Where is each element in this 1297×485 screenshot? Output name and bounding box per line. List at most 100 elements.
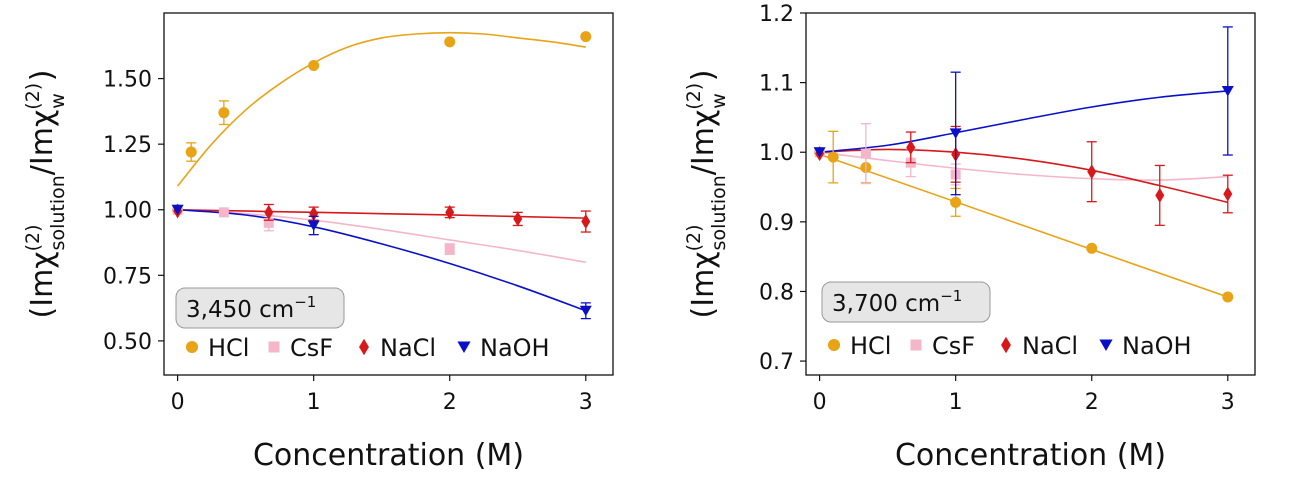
series-naoh [813, 26, 1234, 196]
annotation-main: 3,450 cm [186, 297, 294, 323]
legend-marker-hcl [827, 338, 841, 352]
data-point-csf [444, 244, 455, 255]
data-point-hcl [185, 146, 197, 158]
y-tick-label: 0.8 [759, 280, 794, 305]
y-tick-label: 0.9 [759, 211, 794, 236]
legend-marker-hcl [185, 340, 199, 354]
legend-label-nacl: NaCl [1022, 332, 1078, 360]
plot-frame [805, 12, 1256, 376]
x-tick-label: 3 [579, 390, 593, 415]
annotation-text: 3,700 cm−1 [832, 287, 962, 317]
legend-marker-csf [268, 341, 280, 353]
data-point-nacl [445, 204, 455, 220]
y-tick-label: 0.50 [103, 330, 152, 355]
data-point-hcl [308, 59, 320, 71]
data-point-nacl [581, 214, 591, 230]
legend-label-csf: CsF [932, 332, 975, 360]
data-point-naoh [307, 220, 320, 231]
data-point-nacl [1155, 187, 1165, 203]
annotation-box [821, 281, 991, 323]
fit-line-hcl [819, 153, 1229, 298]
x-tick-label: 2 [1085, 390, 1099, 415]
y-label-part: ) [686, 70, 721, 82]
annotation-sup: −1 [940, 287, 962, 305]
y-label-sup: (2) [22, 83, 44, 110]
data-point-hcl [444, 36, 456, 48]
y-label-sub: solution [47, 175, 69, 250]
fit-line-hcl [176, 31, 586, 187]
legend-marker-naoh [1099, 339, 1113, 352]
y-label-sub: w [708, 93, 730, 109]
y-tick-label: 1.1 [759, 72, 794, 97]
annotation-sup: −1 [294, 293, 316, 311]
y-label-part: /Imχ [686, 110, 721, 176]
x-tick-label: 2 [443, 390, 457, 415]
chart-panel-1: 0 1 2 3 0.50 0.75 1.00 1.25 1.50 Concentration (M… [22, 12, 614, 473]
x-axis-label: Concentration (M) [253, 438, 524, 473]
fit-line-nacl [177, 208, 586, 219]
y-axis-label: (Imχ(2) solution/Imχ(2) w) [683, 70, 730, 319]
data-point-nacl [309, 206, 319, 222]
y-label-part: ) [25, 70, 60, 82]
series-hcl [814, 130, 1234, 303]
legend-marker-nacl [1001, 336, 1011, 354]
data-point-hcl [827, 151, 839, 163]
x-tick-label: 0 [813, 390, 827, 415]
x-tick-label: 1 [949, 390, 963, 415]
data-point-nacl [1087, 164, 1097, 180]
x-axis-label: Concentration (M) [895, 438, 1166, 473]
legend-label-naoh: NaOH [1122, 332, 1192, 360]
data-point-hcl [218, 107, 230, 119]
y-label-sup: (2) [22, 224, 44, 251]
data-point-naoh [949, 128, 962, 139]
legend-label-nacl: NaCl [380, 334, 436, 362]
y-label-sub: w [47, 93, 69, 109]
wavenumber-annotation: 3,700 cm−1 [821, 281, 991, 323]
y-label-sup: (2) [683, 83, 705, 110]
fit-line-naoh [819, 90, 1228, 154]
y-label-part: (Imχ [686, 251, 721, 318]
data-point-csf [263, 217, 274, 228]
legend-marker-csf [910, 339, 922, 351]
annotation-box [175, 287, 345, 329]
y-label-part: (Imχ [25, 251, 60, 318]
data-point-hcl [580, 31, 592, 43]
data-point-naoh [171, 204, 184, 216]
data-point-csf [860, 148, 871, 159]
data-point-naoh [579, 305, 592, 317]
data-point-nacl [513, 211, 523, 227]
annotation-text: 3,450 cm−1 [186, 293, 316, 323]
x-tick-label: 3 [1221, 390, 1235, 415]
data-point-nacl [264, 204, 274, 220]
legend-label-csf: CsF [290, 334, 333, 362]
y-tick-label: 1.2 [759, 2, 794, 27]
legend-marker-naoh [457, 341, 471, 354]
plot-area [171, 31, 592, 320]
y-tick-label: 0.7 [759, 350, 794, 375]
chart-panel-2: 0 1 2 3 0.7 0.8 0.9 1.0 1.1 1.2 Concentration (M) (… [683, 2, 1256, 473]
y-axis-label: (Imχ(2) solution/Imχ(2) w) [22, 70, 69, 319]
data-point-hcl [1222, 291, 1234, 303]
data-point-csf [218, 207, 229, 218]
y-label-part: /Imχ [25, 110, 60, 176]
y-tick-label: 1.25 [103, 133, 152, 158]
fit-line-naoh [177, 208, 587, 312]
series-hcl [172, 31, 592, 216]
y-tick-label: 1.00 [103, 199, 152, 224]
y-label-sup: (2) [683, 224, 705, 251]
data-point-nacl [1223, 186, 1233, 202]
plot-frame [163, 12, 614, 376]
data-point-nacl [906, 139, 916, 155]
legend-marker-nacl [359, 338, 369, 356]
y-label-sub: solution [708, 175, 730, 250]
data-point-hcl [950, 196, 962, 208]
data-point-hcl [1086, 242, 1098, 254]
plot-area [813, 26, 1234, 303]
series-naoh [171, 204, 592, 320]
legend: HCl CsF NaCl NaOH [185, 334, 550, 362]
y-tick-label: 1.0 [759, 141, 794, 166]
fit-line-csf [177, 208, 586, 263]
y-tick-label: 0.75 [103, 264, 152, 289]
data-point-naoh [1221, 85, 1234, 97]
